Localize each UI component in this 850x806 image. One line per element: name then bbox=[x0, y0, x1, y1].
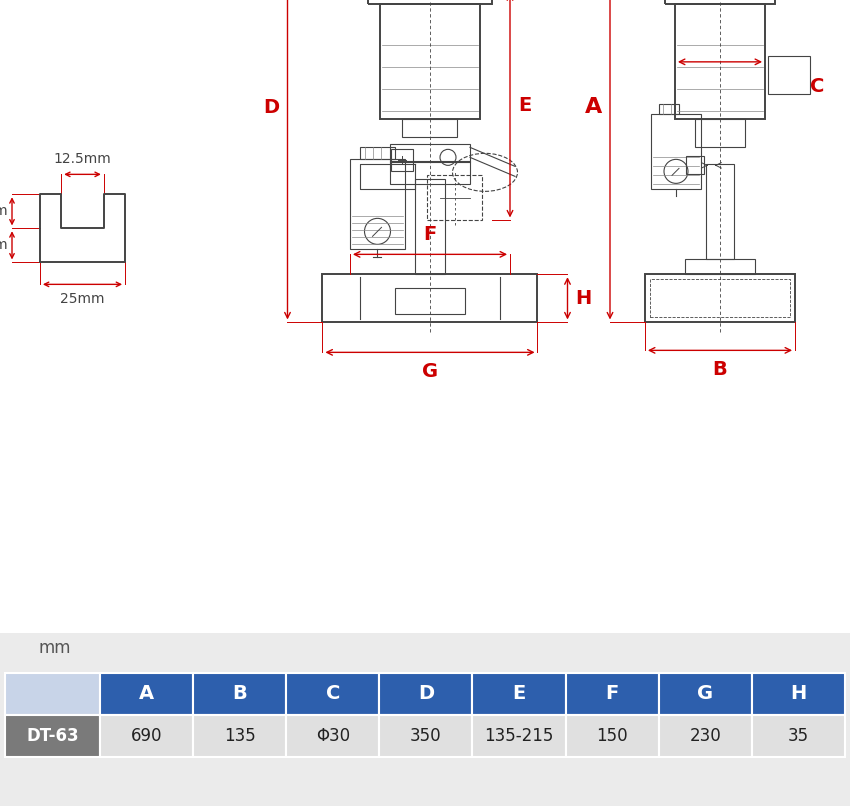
Text: A: A bbox=[585, 98, 602, 118]
Text: 135-215: 135-215 bbox=[484, 727, 553, 745]
Text: 350: 350 bbox=[410, 727, 442, 745]
Text: 230: 230 bbox=[689, 727, 721, 745]
Bar bbox=[5, 715, 100, 757]
Bar bbox=[768, 56, 810, 94]
Bar bbox=[565, 715, 659, 757]
Bar bbox=[645, 274, 795, 322]
Text: E: E bbox=[513, 684, 525, 704]
Bar bbox=[686, 156, 704, 174]
Bar bbox=[100, 715, 193, 757]
Bar bbox=[665, 0, 775, 4]
Bar bbox=[391, 149, 413, 172]
Bar bbox=[415, 180, 445, 274]
Bar bbox=[380, 4, 480, 119]
Text: F: F bbox=[423, 226, 437, 244]
Bar bbox=[659, 104, 679, 114]
Bar bbox=[752, 673, 845, 715]
Bar bbox=[350, 160, 405, 249]
Bar bbox=[659, 715, 752, 757]
Bar bbox=[368, 0, 492, 4]
Text: mm: mm bbox=[39, 638, 71, 657]
Bar bbox=[706, 164, 734, 260]
Bar bbox=[473, 715, 565, 757]
Text: C: C bbox=[810, 77, 824, 97]
Bar bbox=[390, 144, 470, 162]
Bar bbox=[565, 673, 659, 715]
Bar bbox=[695, 119, 745, 147]
Text: D: D bbox=[418, 684, 434, 704]
Bar bbox=[395, 289, 465, 314]
Bar bbox=[193, 715, 286, 757]
Bar bbox=[752, 715, 845, 757]
Text: G: G bbox=[422, 363, 438, 381]
Text: 10mm: 10mm bbox=[0, 205, 8, 218]
Text: D: D bbox=[264, 98, 280, 117]
Bar bbox=[675, 4, 765, 119]
Text: B: B bbox=[712, 360, 728, 380]
Bar bbox=[193, 673, 286, 715]
Bar bbox=[322, 274, 537, 322]
Text: 135: 135 bbox=[224, 727, 256, 745]
Text: C: C bbox=[326, 684, 340, 704]
Text: 690: 690 bbox=[131, 727, 162, 745]
Bar bbox=[379, 673, 473, 715]
Bar bbox=[379, 715, 473, 757]
Text: 25mm: 25mm bbox=[60, 293, 105, 306]
Text: G: G bbox=[697, 684, 713, 704]
Bar bbox=[403, 119, 457, 137]
Text: F: F bbox=[605, 684, 619, 704]
Bar bbox=[100, 673, 193, 715]
Text: 150: 150 bbox=[597, 727, 628, 745]
Bar bbox=[428, 176, 483, 220]
Bar bbox=[286, 715, 379, 757]
Bar bbox=[650, 280, 790, 318]
Bar bbox=[286, 673, 379, 715]
Text: E: E bbox=[518, 96, 531, 115]
Bar bbox=[390, 161, 470, 185]
Bar bbox=[659, 673, 752, 715]
Bar bbox=[685, 260, 755, 274]
Bar bbox=[651, 114, 701, 189]
Text: 35: 35 bbox=[788, 727, 809, 745]
Text: 12.5mm: 12.5mm bbox=[54, 152, 111, 166]
Text: Φ30: Φ30 bbox=[315, 727, 350, 745]
Text: 10mm: 10mm bbox=[0, 239, 8, 252]
Text: H: H bbox=[790, 684, 807, 704]
Text: A: A bbox=[139, 684, 154, 704]
Text: H: H bbox=[575, 289, 592, 308]
Bar bbox=[473, 673, 565, 715]
Text: B: B bbox=[232, 684, 247, 704]
Bar bbox=[5, 673, 100, 715]
Text: DT-63: DT-63 bbox=[26, 727, 79, 745]
Bar bbox=[360, 147, 395, 160]
